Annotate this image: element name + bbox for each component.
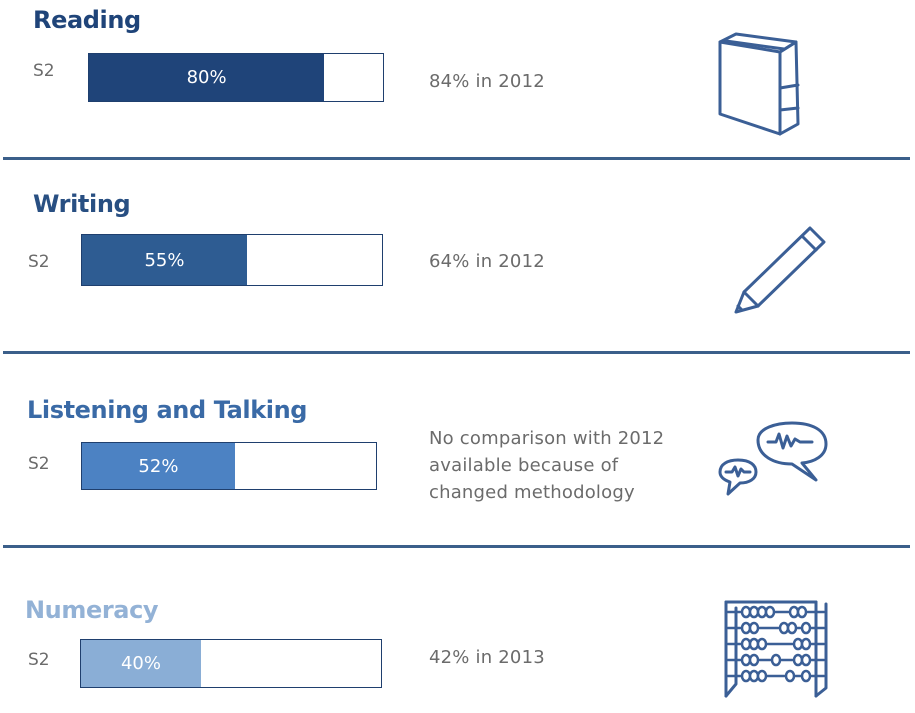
- writing-title: Writing: [33, 190, 131, 218]
- numeracy-row-label: S2: [28, 650, 50, 670]
- numeracy-section: Numeracy S2 40% 42% in 2013: [0, 548, 915, 713]
- listening-note-line-2: available because of: [429, 455, 619, 476]
- listening-note: No comparison with 2012 available becaus…: [429, 425, 664, 506]
- book-icon: [716, 30, 806, 140]
- listening-bar-track: 52%: [81, 442, 377, 490]
- writing-row-label: S2: [28, 252, 50, 272]
- listening-title: Listening and Talking: [27, 396, 308, 424]
- abacus-icon: [718, 598, 830, 702]
- numeracy-bar-track: 40%: [80, 639, 382, 688]
- writing-bar-track: 55%: [81, 234, 383, 286]
- reading-bar-fill: 80%: [89, 54, 325, 101]
- listening-row-label: S2: [28, 454, 50, 474]
- reading-bar-track: 80%: [88, 53, 384, 102]
- reading-note: 84% in 2012: [429, 68, 545, 95]
- writing-note: 64% in 2012: [429, 248, 545, 275]
- reading-section: Reading S2 80% 84% in 2012: [0, 0, 915, 158]
- writing-section: Writing S2 55% 64% in 2012: [0, 160, 915, 352]
- numeracy-bar-fill: 40%: [81, 640, 201, 687]
- writing-note-line: 64% in 2012: [429, 251, 545, 272]
- divider-3: [3, 545, 910, 548]
- divider-2: [3, 351, 910, 354]
- reading-note-line: 84% in 2012: [429, 71, 545, 92]
- listening-bar-value: 52%: [138, 455, 179, 477]
- numeracy-bar-value: 40%: [120, 653, 161, 674]
- listening-note-line-1: No comparison with 2012: [429, 428, 665, 449]
- writing-bar-value: 55%: [144, 249, 185, 271]
- pencil-icon: [730, 222, 830, 318]
- listening-note-line-3: changed methodology: [429, 482, 635, 503]
- divider-1: [3, 157, 910, 160]
- listening-section: Listening and Talking S2 52% No comparis…: [0, 354, 915, 546]
- numeracy-note-line: 42% in 2013: [429, 647, 545, 668]
- reading-title: Reading: [33, 6, 141, 34]
- numeracy-note: 42% in 2013: [429, 644, 545, 671]
- numeracy-title: Numeracy: [25, 596, 159, 624]
- speech-bubbles-icon: [716, 420, 834, 502]
- reading-row-label: S2: [33, 61, 55, 81]
- writing-bar-fill: 55%: [82, 235, 247, 285]
- listening-bar-fill: 52%: [82, 443, 235, 489]
- reading-bar-value: 80%: [186, 67, 227, 88]
